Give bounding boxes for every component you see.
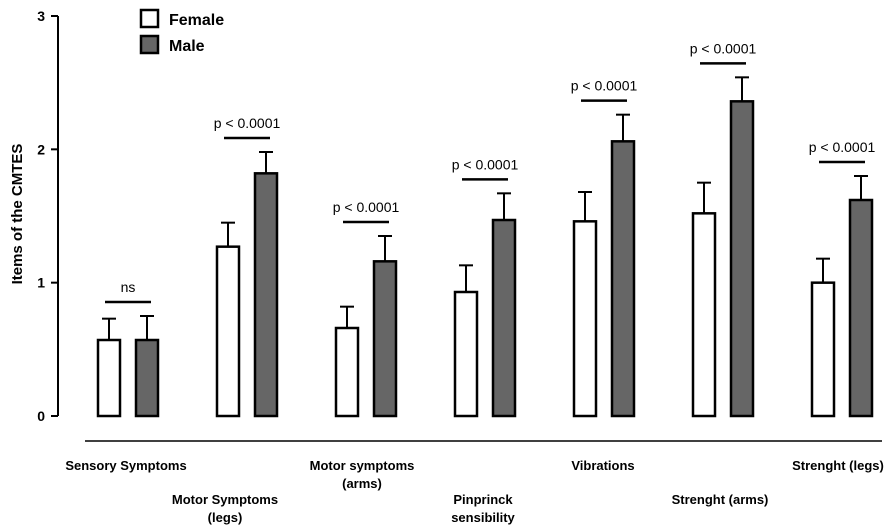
bar-male [134, 338, 160, 418]
y-axis: 0 1 2 3 [37, 8, 882, 442]
bar-female [691, 212, 717, 418]
significance-label: ns [121, 279, 136, 295]
bars [96, 76, 874, 418]
legend-swatch-male [139, 34, 160, 55]
y-tick-label: 2 [37, 141, 45, 157]
bar-male [491, 218, 517, 418]
bar-male [372, 260, 398, 418]
y-tick-label: 1 [37, 275, 45, 291]
bar-female [96, 338, 122, 418]
bar-male [253, 172, 279, 418]
category-label: Motor symptoms (arms) [310, 458, 415, 491]
significance-label: p < 0.0001 [452, 156, 519, 172]
bar-female [572, 220, 598, 418]
significance-label: p < 0.0001 [214, 115, 281, 131]
category-label: Strenght (legs) [792, 458, 884, 473]
category-label: Vibrations [571, 458, 634, 473]
significance-label: p < 0.0001 [690, 40, 757, 56]
legend-swatch-female [139, 8, 160, 29]
bar-female [453, 290, 479, 418]
bar-male [610, 140, 636, 418]
significance-label: p < 0.0001 [333, 199, 400, 215]
y-axis-title: Items of the CMTES [9, 144, 26, 285]
category-label: Strenght (arms) [672, 492, 769, 507]
category-label: Pinprinck sensibility [451, 492, 515, 525]
y-tick-label: 0 [37, 408, 45, 424]
category-labels: Sensory Symptoms Motor Symptoms (legs) Moto… [65, 458, 884, 525]
significance-label: p < 0.0001 [571, 78, 638, 94]
bar-male [729, 100, 755, 418]
bar-male [848, 198, 874, 418]
legend-label-male: Male [169, 38, 205, 55]
bar-female [215, 245, 241, 418]
category-label: Sensory Symptoms [65, 458, 186, 473]
legend-label-female: Female [169, 12, 224, 29]
y-tick-label: 3 [37, 8, 45, 24]
legend: Female Male [139, 8, 224, 55]
category-label: Motor Symptoms (legs) [172, 492, 278, 525]
bar-female [810, 281, 836, 418]
significance-annotations: ns p < 0.0001 p < 0.0001 p < 0.0001 p < 0.00… [105, 40, 876, 304]
bar-female [334, 326, 360, 418]
significance-label: p < 0.0001 [809, 139, 876, 155]
